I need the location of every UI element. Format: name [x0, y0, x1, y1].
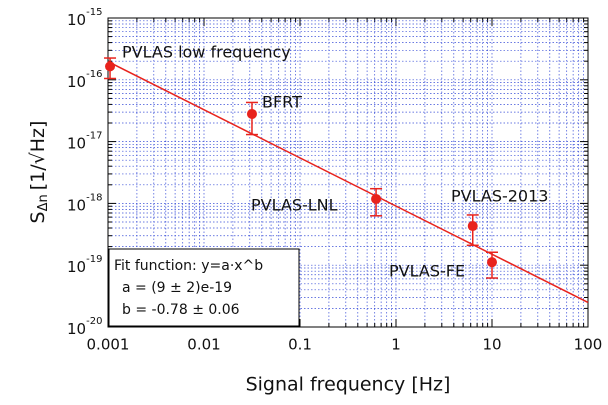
y-tick-exponent: -17 [86, 131, 102, 142]
x-axis-label: Signal frequency [Hz] [246, 374, 451, 396]
y-tick-base: 10 [67, 196, 86, 214]
y-label-main: S [27, 211, 49, 223]
data-point [467, 221, 478, 232]
point-label: PVLAS low frequency [122, 43, 291, 62]
data-point [246, 108, 257, 119]
y-tick-exponent: -19 [86, 254, 102, 265]
x-tick-label: 0.001 [87, 336, 130, 354]
x-tick-label: 1 [391, 336, 401, 354]
x-tick-label: 10 [482, 336, 501, 354]
y-tick-label: 10-16 [67, 69, 102, 91]
y-tick-base: 10 [67, 258, 86, 276]
data-point [487, 257, 497, 268]
y-tick-exponent: -16 [86, 69, 102, 80]
y-tick-base: 10 [67, 134, 86, 152]
fit-box-line: b = -0.78 ± 0.06 [122, 302, 240, 318]
y-label-sub: Δn [36, 194, 51, 211]
x-tick-label: 0.01 [187, 336, 220, 354]
y-tick-base: 10 [67, 72, 86, 90]
y-tick-label: 10-15 [67, 7, 102, 29]
y-tick-exponent: -15 [86, 7, 102, 18]
fit-box-line: Fit function: y=a·x^b [114, 258, 263, 274]
fit-box [108, 248, 300, 327]
point-label: BFRT [262, 93, 302, 112]
y-axis-label: SΔn [1/√Hz] [27, 121, 51, 224]
y-tick-exponent: -18 [86, 192, 102, 203]
point-label: PVLAS-2013 [451, 187, 548, 206]
x-tick-label: 0.1 [288, 336, 312, 354]
y-tick-base: 10 [67, 11, 86, 29]
y-tick-label: 10-18 [67, 192, 102, 214]
y-label-unit: [1/√Hz] [27, 121, 49, 191]
plot-frame [107, 17, 589, 328]
y-tick-label: 10-20 [67, 316, 102, 338]
fit-line [107, 60, 589, 304]
y-tick-base: 10 [67, 320, 86, 338]
point-label: PVLAS-FE [389, 262, 465, 281]
point-label: PVLAS-LNL [251, 196, 338, 215]
x-tick-label: 100 [574, 336, 603, 354]
y-tick-label: 10-17 [67, 131, 102, 153]
data-point [371, 193, 382, 204]
y-tick-label: 10-19 [67, 254, 102, 276]
fit-box-line: a = (9 ± 2)e-19 [122, 280, 232, 296]
y-tick-exponent: -20 [86, 316, 102, 327]
